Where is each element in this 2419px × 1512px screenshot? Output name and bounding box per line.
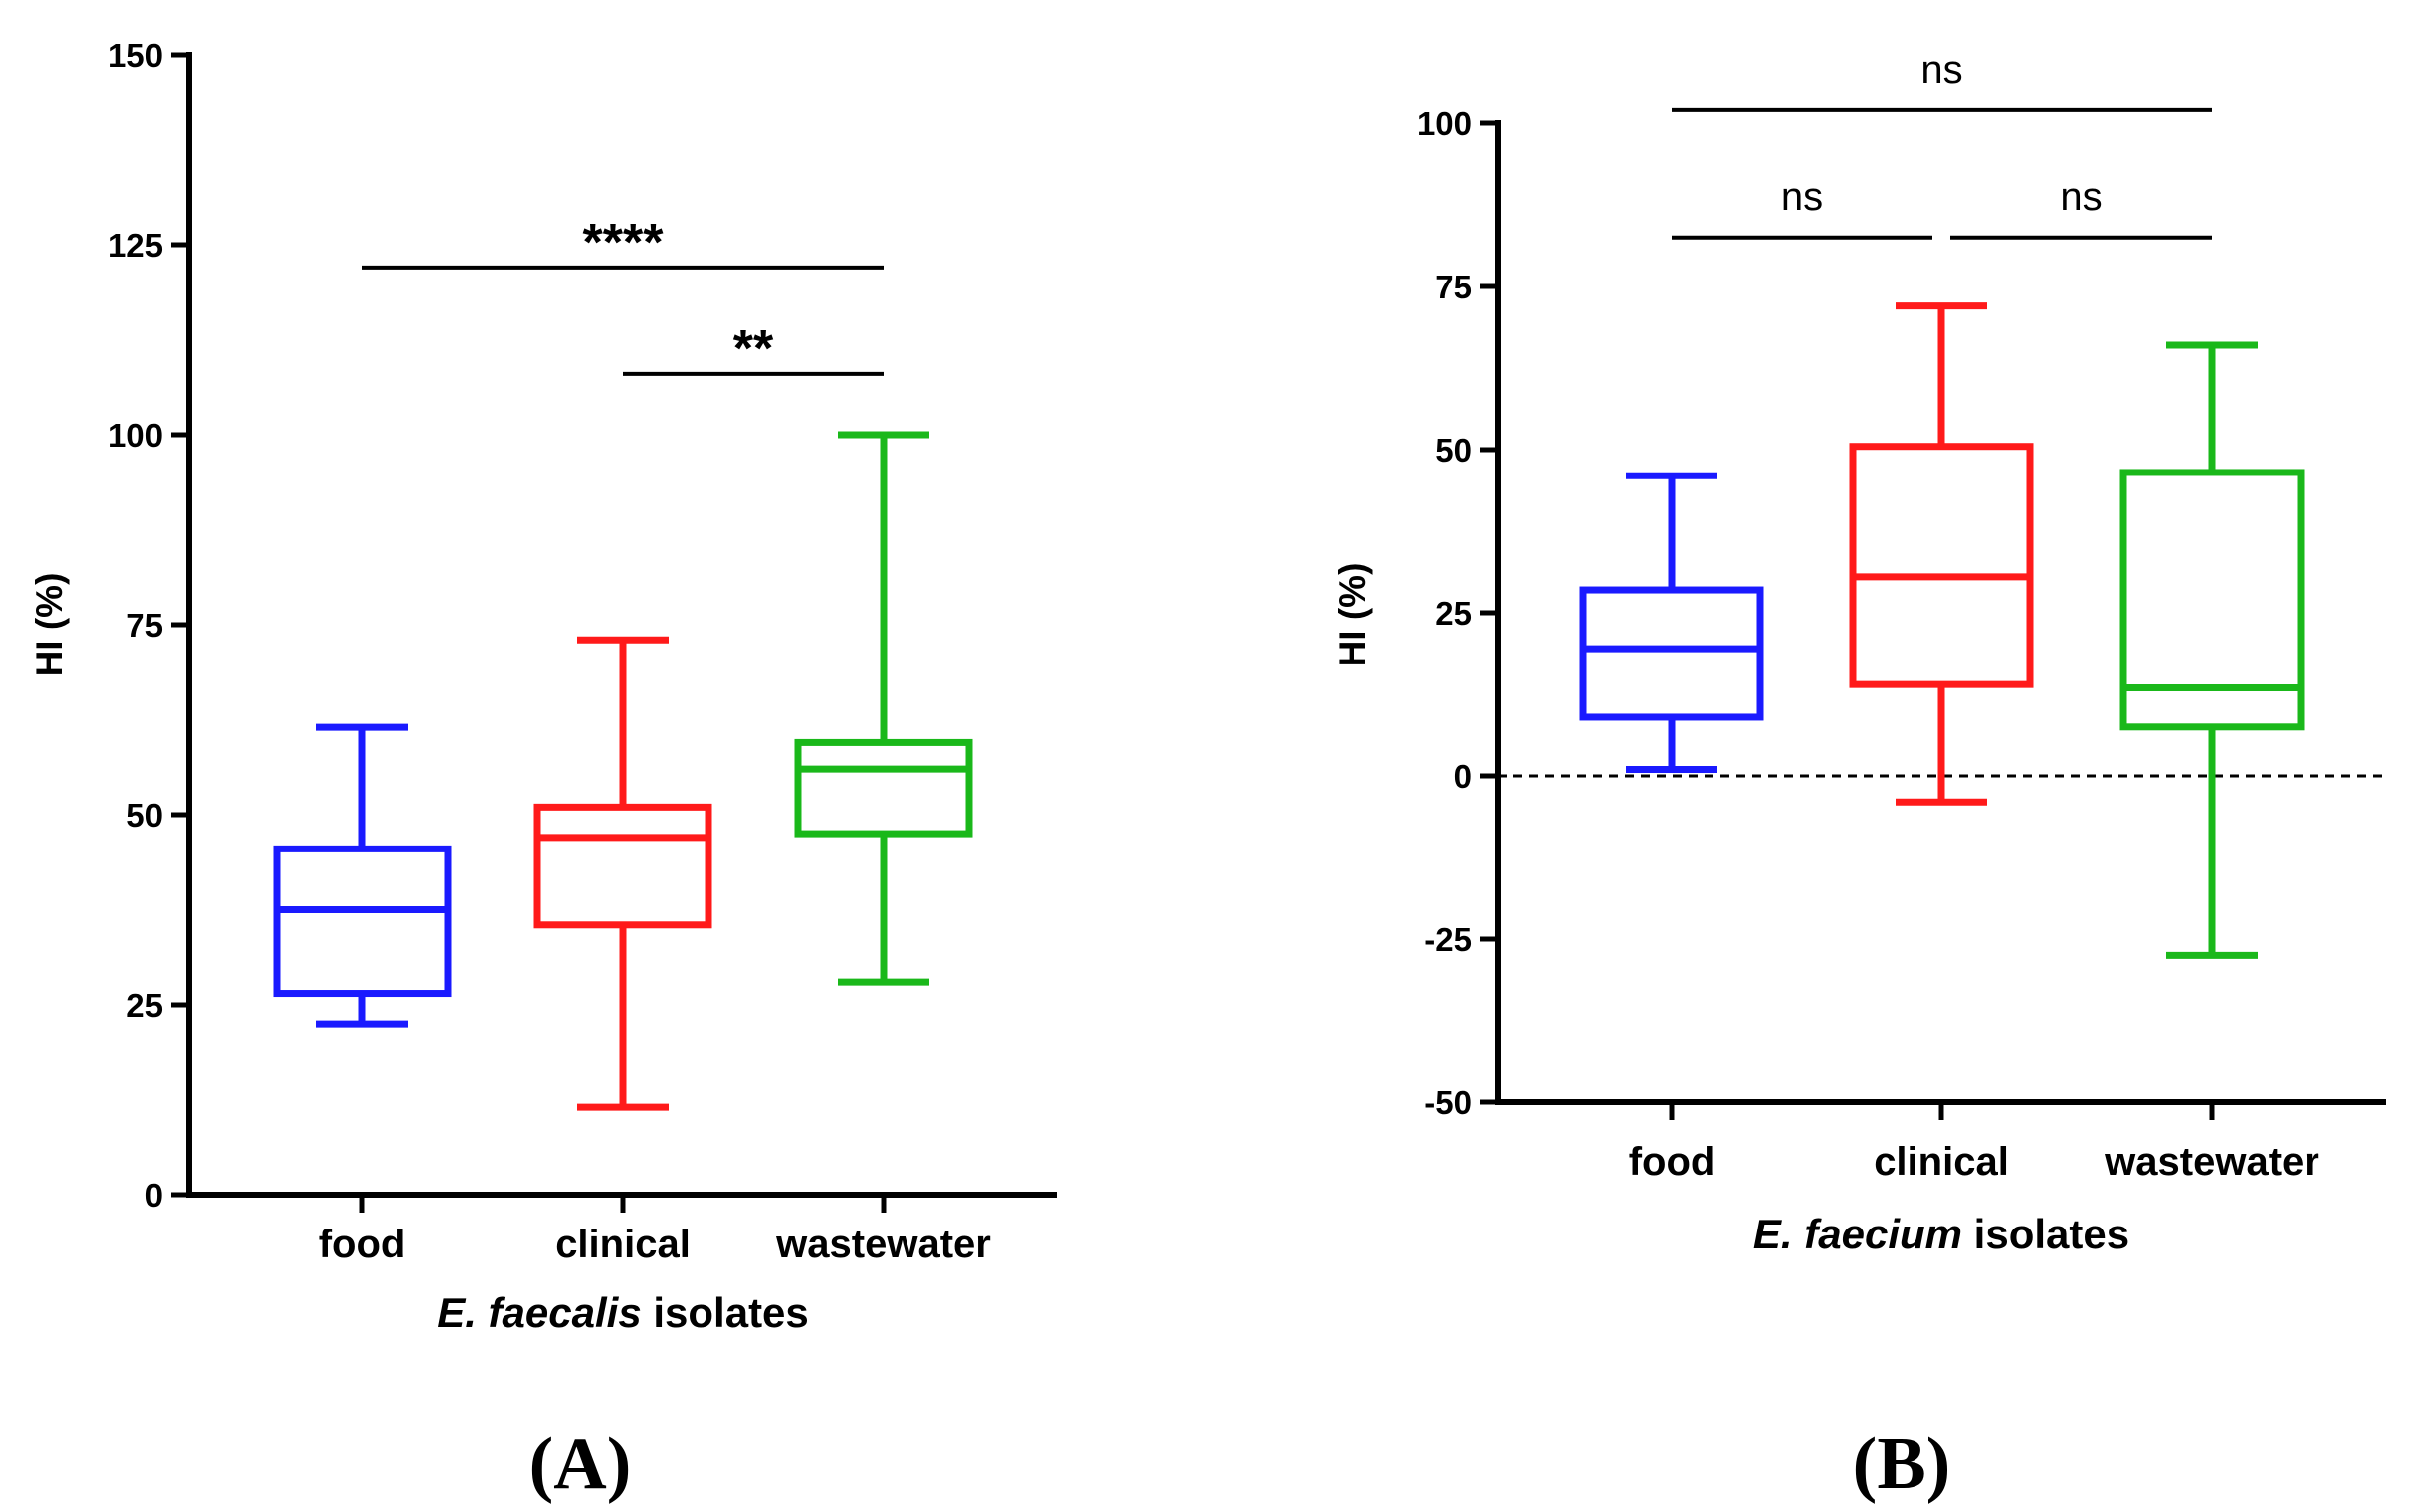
box-food xyxy=(1579,472,1764,773)
iqr-box xyxy=(273,845,452,998)
y-tick-label: 25 xyxy=(126,987,163,1024)
y-tick-label: 50 xyxy=(1435,432,1472,469)
box-clinical xyxy=(533,636,712,1111)
x-axis-title-rest: isolates xyxy=(1962,1211,2129,1257)
y-tick-label: 50 xyxy=(126,797,163,834)
x-axis-title: E. faecalis isolates xyxy=(437,1289,809,1336)
significance-label: ** xyxy=(733,320,774,378)
y-tick-label: 75 xyxy=(126,607,163,644)
species-name: E. faecium xyxy=(1753,1211,1962,1257)
y-axis-title: HI (%) xyxy=(29,573,70,677)
y-tick-label: 125 xyxy=(108,227,163,264)
y-tick-label: -50 xyxy=(1424,1084,1472,1121)
species-name: E. faecalis xyxy=(437,1289,641,1336)
category-label: wastewater xyxy=(2104,1140,2319,1184)
category-label: wastewater xyxy=(775,1223,991,1266)
category-label: food xyxy=(1629,1140,1715,1184)
category-label: clinical xyxy=(1874,1140,2009,1184)
iqr-box xyxy=(2119,469,2305,731)
significance-label: ns xyxy=(1920,48,1962,92)
y-axis-title: HI (%) xyxy=(1332,563,1373,667)
panel-a: 0 25 50 75 100 125 150 food clinical wastewater **… xyxy=(29,37,1057,1505)
iqr-box xyxy=(794,738,973,838)
panel-b: -50 -25 0 25 50 75 100 food clinical wastewater ns… xyxy=(1332,48,2386,1505)
iqr-box xyxy=(1579,586,1764,721)
box-clinical xyxy=(1849,302,2034,806)
category-label: clinical xyxy=(555,1223,691,1266)
y-tick-label: 25 xyxy=(1435,595,1472,632)
iqr-box xyxy=(1849,443,2034,688)
panel-label: (A) xyxy=(529,1423,632,1505)
x-axis-title: E. faecium isolates xyxy=(1753,1211,2129,1257)
y-tick-label: 0 xyxy=(145,1177,163,1214)
y-tick-label: -25 xyxy=(1424,921,1472,958)
y-tick-label: 75 xyxy=(1435,269,1472,305)
significance-label: ns xyxy=(2060,175,2102,219)
iqr-box xyxy=(533,803,712,929)
category-label: food xyxy=(319,1223,406,1266)
box-food xyxy=(273,723,452,1028)
y-tick-label: 100 xyxy=(108,417,163,454)
y-tick-label: 150 xyxy=(108,37,163,74)
y-tick-label: 100 xyxy=(1417,105,1472,142)
panel-label: (B) xyxy=(1853,1423,1951,1505)
x-axis-title-rest: isolates xyxy=(642,1289,809,1336)
significance-label: **** xyxy=(583,214,665,272)
y-tick-label: 0 xyxy=(1454,758,1472,795)
box-wastewater xyxy=(794,431,973,986)
significance-label: ns xyxy=(1781,175,1823,219)
box-wastewater xyxy=(2119,341,2305,959)
